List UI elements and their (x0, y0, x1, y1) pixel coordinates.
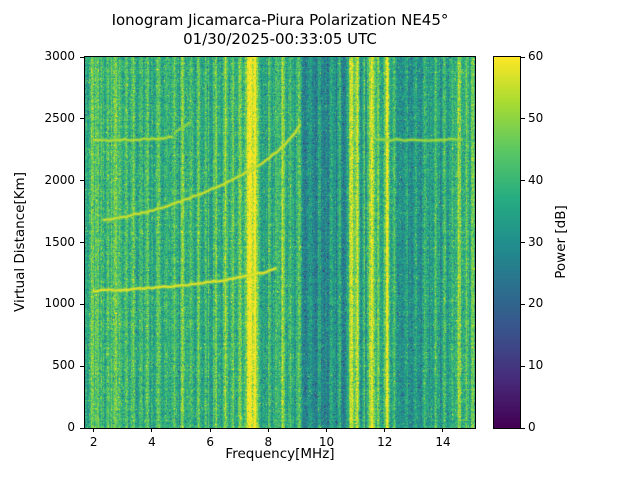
colorbar (493, 56, 521, 429)
y-tick-label: 2000 (44, 172, 75, 187)
x-tick-mark (267, 428, 269, 432)
colorbar-tick-mark (521, 427, 525, 429)
x-tick-mark (326, 428, 328, 432)
x-tick-label: 2 (89, 435, 98, 449)
colorbar-canvas (494, 57, 520, 428)
y-tick-label: 1500 (44, 234, 75, 249)
y-tick-label: 3000 (44, 49, 75, 63)
colorbar-tick-mark (521, 180, 525, 182)
y-tick-mark (80, 303, 84, 305)
colorbar-tick-label: 50 (528, 110, 544, 125)
colorbar-tick-mark (521, 118, 525, 120)
colorbar-tick-label: 20 (528, 296, 544, 311)
y-tick-mark (80, 180, 84, 182)
x-tick-label: 6 (206, 435, 214, 449)
y-tick-label: 2500 (44, 110, 75, 125)
x-tick-label: 10 (318, 435, 335, 449)
y-tick-mark (80, 365, 84, 367)
y-tick-mark (80, 242, 84, 243)
y-tick-mark (80, 56, 84, 58)
x-tick-mark (151, 428, 153, 432)
colorbar-tick-label: 0 (528, 420, 536, 434)
y-tick-label: 0 (67, 420, 75, 434)
colorbar-tick-label: 60 (528, 49, 544, 63)
plot-area (84, 56, 476, 429)
colorbar-tick-mark (521, 365, 525, 367)
x-tick-label: 4 (148, 435, 156, 449)
colorbar-tick-mark (521, 303, 525, 305)
x-tick-mark (384, 428, 386, 432)
colorbar-tick-label: 30 (528, 234, 544, 249)
x-tick-label: 14 (435, 435, 451, 449)
x-tick-label: 8 (264, 435, 273, 449)
y-tick-mark (80, 118, 84, 120)
x-tick-mark (209, 428, 211, 432)
colorbar-tick-label: 10 (528, 358, 544, 373)
y-tick-label: 500 (52, 358, 75, 373)
y-tick-mark (80, 427, 84, 429)
x-axis-label: Frequency[MHz] (225, 446, 335, 462)
chart-subtitle: 01/30/2025-00:33:05 UTC (183, 30, 377, 48)
colorbar-label: Power [dB] (553, 205, 569, 279)
x-tick-label: 12 (377, 435, 393, 449)
colorbar-tick-mark (521, 242, 525, 243)
y-tick-label: 1000 (44, 296, 75, 311)
x-tick-mark (442, 428, 444, 432)
colorbar-tick-mark (521, 56, 525, 58)
colorbar-tick-label: 40 (528, 172, 544, 187)
x-tick-mark (93, 428, 95, 432)
ionogram-heatmap-canvas (85, 57, 475, 428)
chart-title: Ionogram Jicamarca-Piura Polarization NE… (111, 11, 449, 29)
